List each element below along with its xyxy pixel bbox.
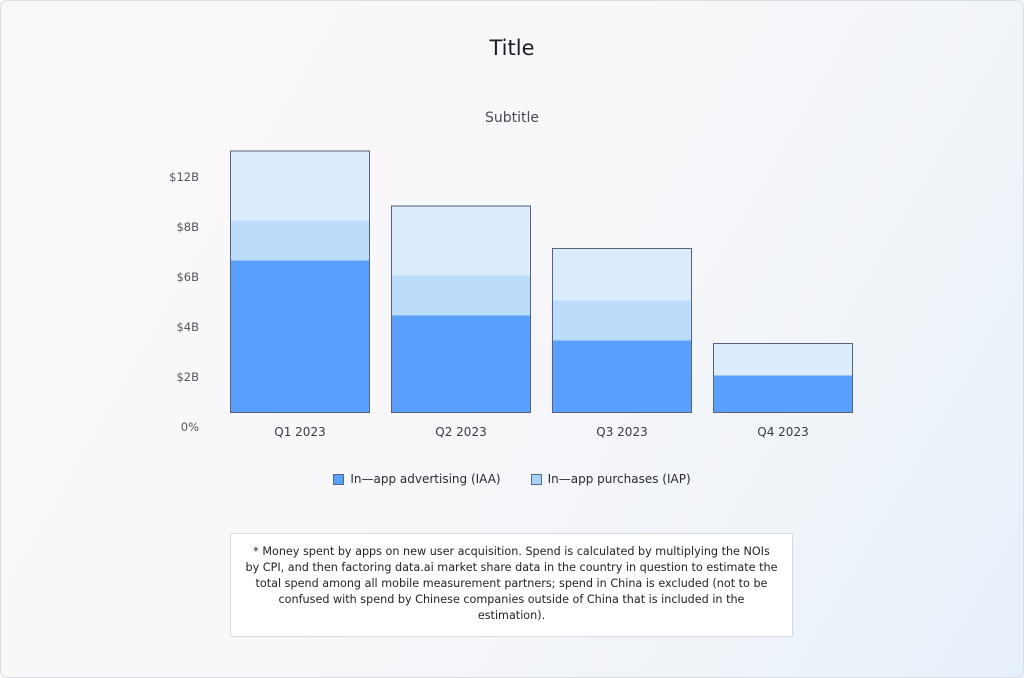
- x-tick-label: Q4 2023: [757, 425, 808, 439]
- bar-segment[interactable]: [713, 343, 853, 376]
- bar-outline: [230, 150, 370, 413]
- y-tick-label: $6B: [176, 270, 199, 284]
- bar-outline: [552, 248, 692, 413]
- bar-segment[interactable]: [391, 205, 531, 276]
- y-tick-label: $2B: [176, 370, 199, 384]
- y-tick-label: $12B: [169, 170, 199, 184]
- chart-subtitle: Subtitle: [484, 110, 540, 126]
- chart-title: Title: [489, 36, 535, 60]
- bar-segment[interactable]: [552, 340, 692, 414]
- legend-item-iaa[interactable]: In—app advertising (IAA): [333, 472, 501, 486]
- bar-segment[interactable]: [391, 275, 531, 316]
- legend: In—app advertising (IAA) In—app purchase…: [0, 472, 1024, 486]
- x-tick-label: Q3 2023: [596, 425, 647, 439]
- legend-label-iap: In—app purchases (IAP): [547, 472, 691, 486]
- y-tick-label: $8B: [176, 220, 199, 234]
- bar-segment[interactable]: [230, 220, 370, 261]
- y-tick-label: $4B: [176, 320, 199, 334]
- x-tick-label: Q1 2023: [274, 425, 325, 439]
- y-tick-label: 0%: [181, 420, 199, 434]
- legend-label-iaa: In—app advertising (IAA): [350, 472, 501, 486]
- legend-swatch-iaa: [333, 473, 345, 485]
- footnote: * Money spent by apps on new user acquis…: [230, 533, 793, 637]
- legend-item-iap[interactable]: In—app purchases (IAP): [530, 472, 691, 486]
- bar-outline: [713, 343, 853, 413]
- bar-segment[interactable]: [552, 248, 692, 301]
- legend-swatch-iap: [530, 473, 542, 485]
- bar-segment[interactable]: [552, 300, 692, 341]
- bar-segment[interactable]: [230, 260, 370, 414]
- bar-outline: [391, 205, 531, 413]
- bar-segment[interactable]: [713, 375, 853, 414]
- bar-segment[interactable]: [391, 315, 531, 414]
- bar-chart: 0% $2B $4B $6B $8B $12B Q1 2023 Q2 2023 Q3 2023 Q…: [169, 150, 853, 439]
- x-tick-label: Q2 2023: [435, 425, 486, 439]
- bar-segment[interactable]: [230, 150, 370, 221]
